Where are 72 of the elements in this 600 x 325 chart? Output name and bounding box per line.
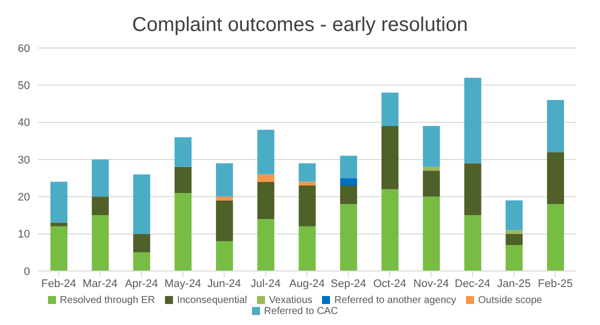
bar bbox=[547, 100, 564, 152]
bar bbox=[298, 186, 316, 226]
bar bbox=[50, 182, 68, 223]
legend-label: Referred to another agency bbox=[334, 295, 456, 306]
bar bbox=[298, 182, 316, 186]
legend-label: Outside scope bbox=[478, 295, 542, 306]
bar bbox=[216, 196, 233, 200]
y-tick-label: 0 bbox=[24, 266, 30, 278]
bar bbox=[340, 186, 358, 204]
x-tick-label: Jan-25 bbox=[497, 278, 531, 290]
bar bbox=[464, 215, 482, 271]
bar bbox=[298, 163, 316, 182]
bar bbox=[506, 244, 523, 271]
x-tick-label: Dec-24 bbox=[454, 278, 490, 290]
x-tick-label: Sep-24 bbox=[330, 278, 366, 290]
bar bbox=[422, 196, 440, 271]
x-tick-label: Jun-24 bbox=[207, 278, 242, 290]
bar bbox=[216, 163, 233, 197]
bar bbox=[340, 156, 358, 178]
x-tick-label: Jul-24 bbox=[250, 278, 281, 290]
y-tick-label: 10 bbox=[18, 228, 30, 241]
y-tick-label: 30 bbox=[18, 154, 30, 166]
bar bbox=[92, 215, 109, 271]
x-tick-label: May-24 bbox=[164, 278, 202, 290]
y-tick-label: 20 bbox=[18, 192, 30, 204]
legend-label: Referred to CAC bbox=[264, 306, 338, 317]
bar bbox=[422, 126, 440, 167]
bar bbox=[257, 182, 274, 219]
bar bbox=[381, 126, 398, 190]
legend-label: Resolved through ER bbox=[60, 295, 155, 306]
bar bbox=[133, 234, 150, 252]
y-tick-label: 40 bbox=[18, 117, 30, 130]
x-tick-label: Nov-24 bbox=[413, 278, 449, 290]
x-tick-label: Feb-24 bbox=[41, 278, 76, 290]
legend-label: Inconsequential bbox=[176, 295, 248, 306]
bar bbox=[174, 137, 192, 167]
x-tick-label: Oct-24 bbox=[373, 278, 406, 290]
bar bbox=[133, 174, 150, 234]
bar bbox=[216, 200, 233, 242]
bar bbox=[506, 200, 523, 230]
bar bbox=[422, 170, 440, 197]
y-tick-label: 50 bbox=[18, 80, 30, 92]
bar bbox=[464, 78, 482, 164]
bar bbox=[133, 252, 150, 271]
bar bbox=[340, 178, 358, 186]
bar bbox=[50, 222, 68, 226]
bar bbox=[174, 192, 192, 271]
bar bbox=[298, 226, 316, 271]
x-tick-label: Feb-25 bbox=[538, 278, 573, 290]
bar bbox=[92, 160, 109, 197]
bar bbox=[50, 226, 68, 271]
bar bbox=[381, 189, 398, 271]
legend-label: Vexatious bbox=[269, 295, 312, 306]
bar bbox=[340, 204, 358, 271]
chart-title: Complaint outcomes - early resolution bbox=[131, 13, 469, 38]
bar bbox=[257, 130, 274, 174]
bar bbox=[381, 92, 398, 126]
bar bbox=[547, 152, 564, 204]
bar bbox=[547, 204, 564, 271]
x-tick-label: Mar-24 bbox=[82, 278, 118, 290]
x-tick-label: Aug-24 bbox=[289, 278, 325, 290]
x-tick-label: Apr-24 bbox=[124, 278, 158, 290]
bar bbox=[506, 230, 523, 234]
bar bbox=[92, 196, 109, 216]
bar bbox=[422, 166, 440, 171]
bar bbox=[257, 174, 274, 182]
bar bbox=[506, 234, 523, 245]
y-tick-label: 60 bbox=[18, 42, 30, 55]
bar bbox=[216, 241, 233, 271]
bar bbox=[464, 163, 482, 216]
bar bbox=[257, 218, 274, 271]
bar bbox=[174, 166, 192, 193]
